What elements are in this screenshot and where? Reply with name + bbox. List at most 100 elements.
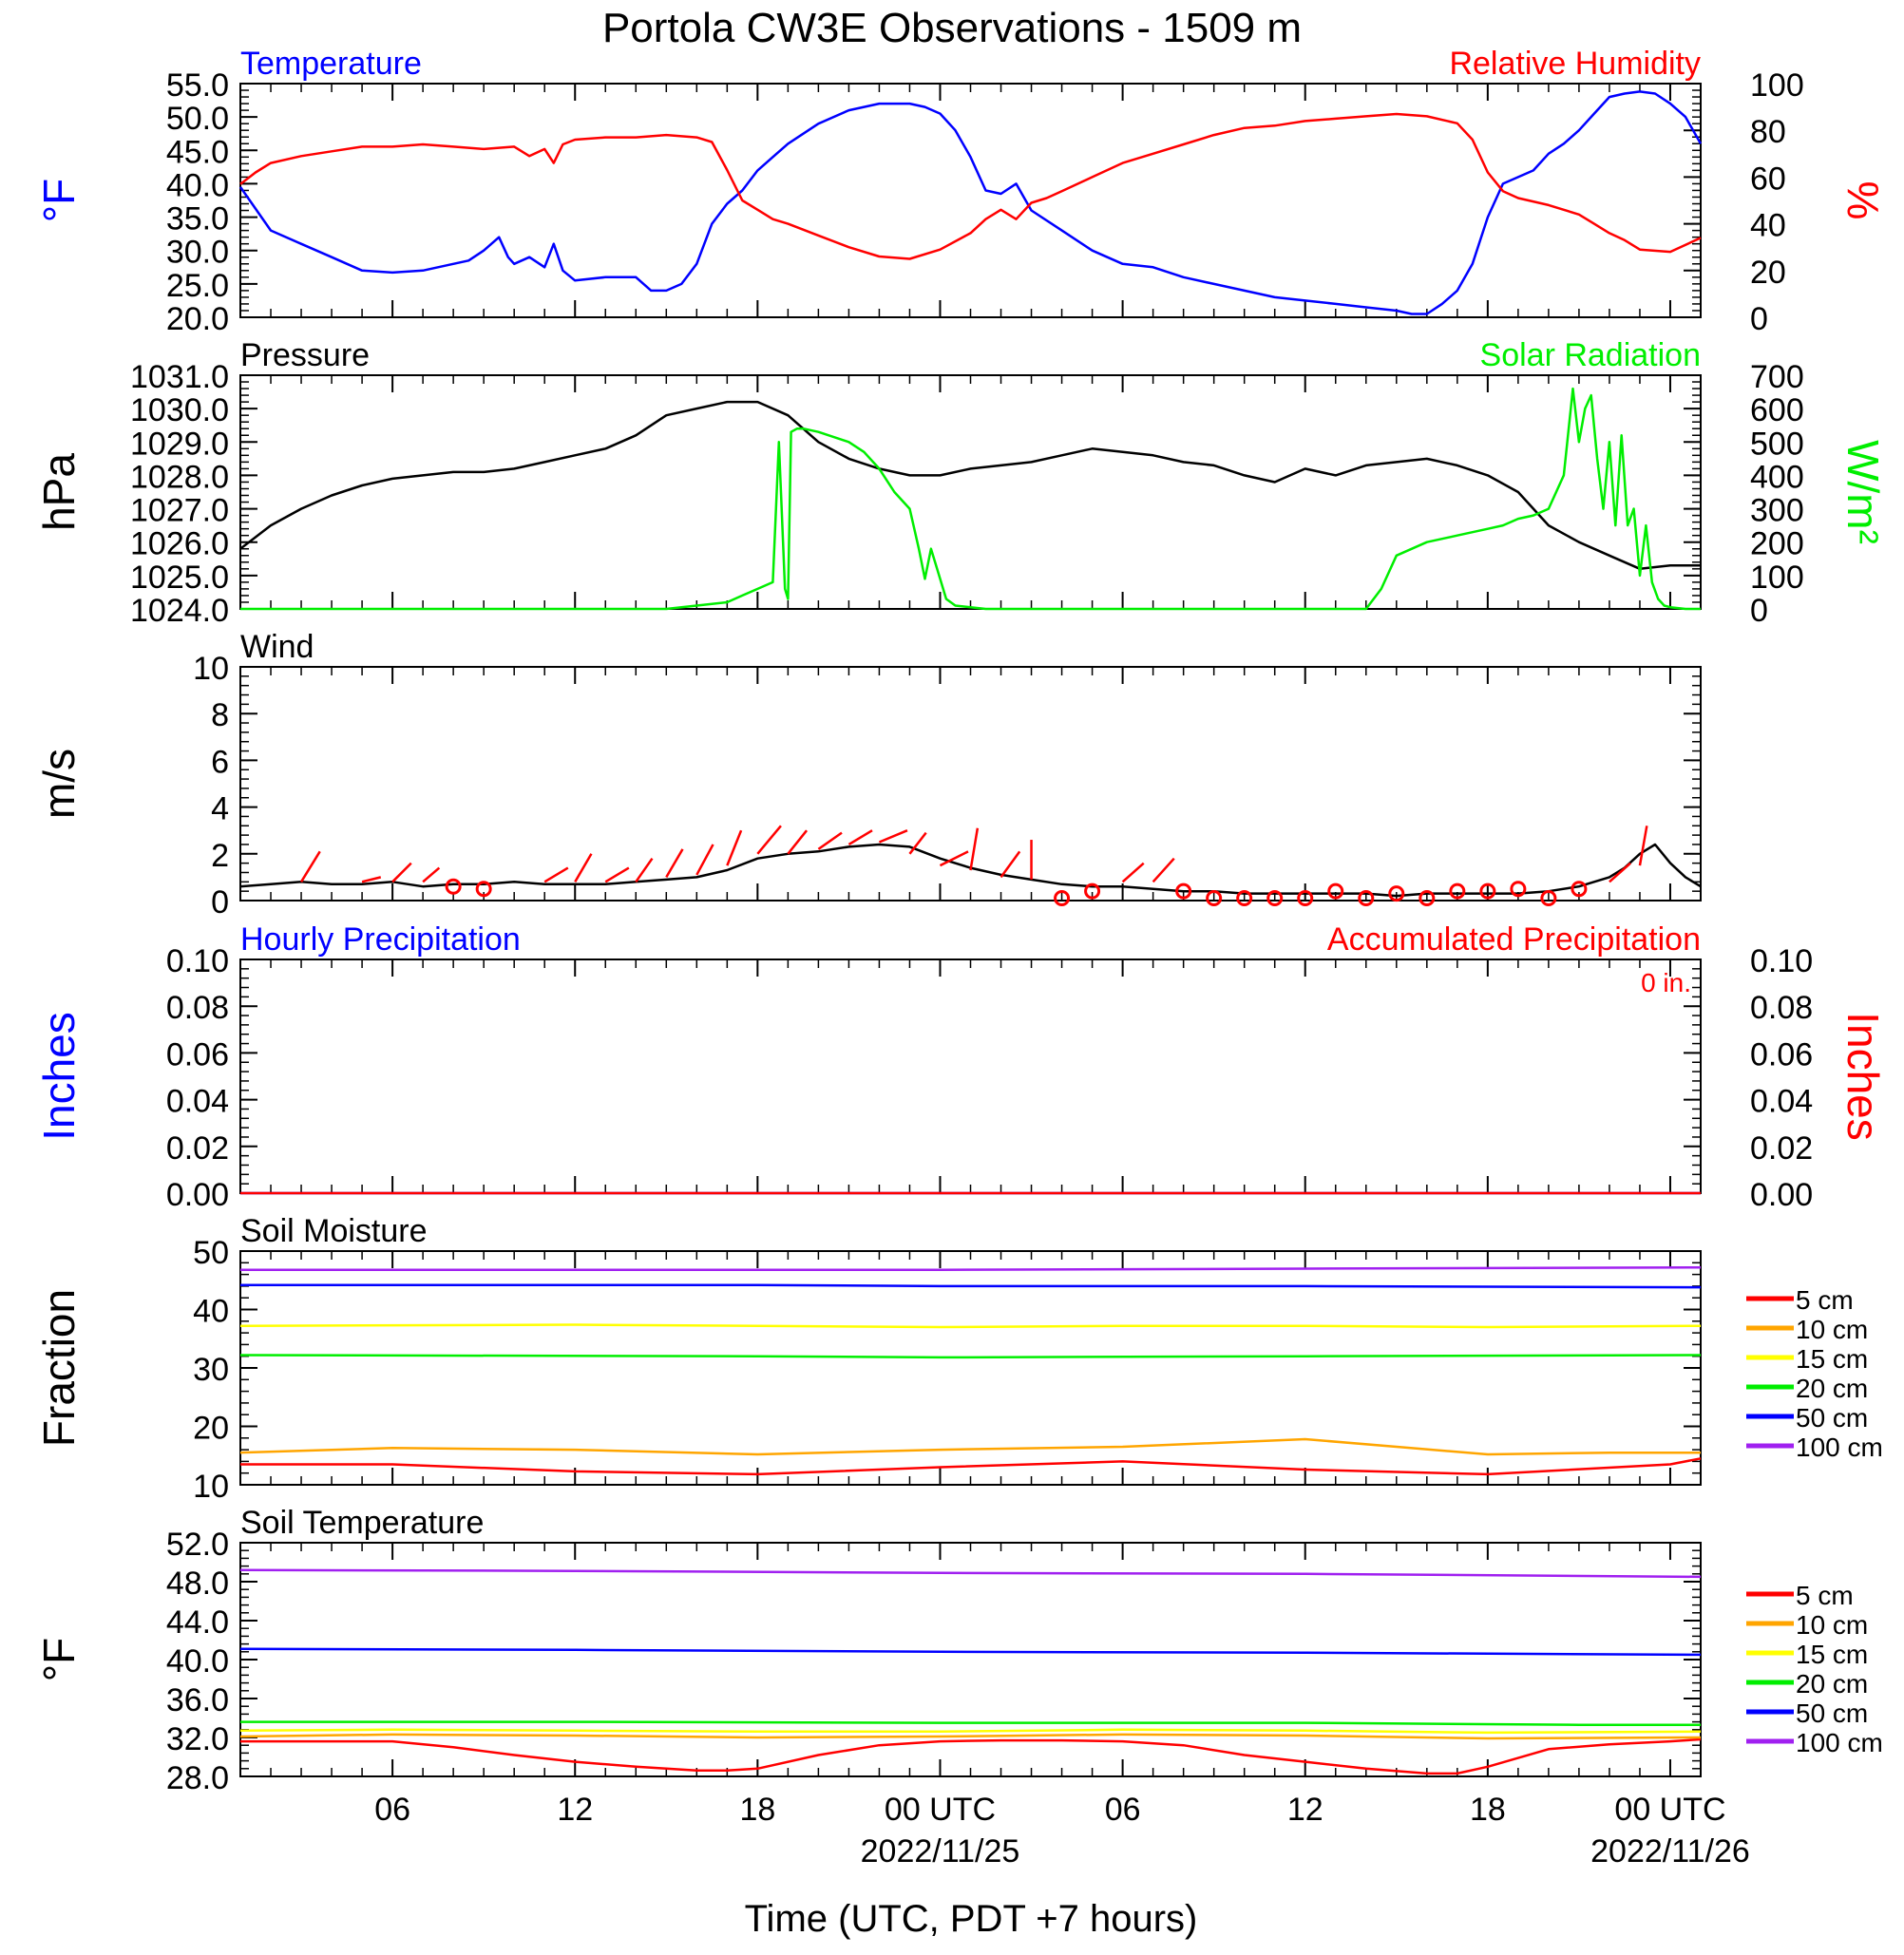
y2-axis-label: Inches: [1838, 1012, 1888, 1141]
chart-title: Portola CW3E Observations - 1509 m: [602, 5, 1302, 51]
wind-barb: [574, 853, 593, 883]
panel-left-title: Soil Moisture: [240, 1213, 428, 1249]
y2-tick-label: 0: [1750, 593, 1768, 629]
y2-tick-label: 100: [1750, 560, 1804, 596]
y-tick-label: 30: [193, 1352, 229, 1388]
y2-tick-label: 300: [1750, 493, 1804, 529]
x-tick-label: 18: [739, 1792, 775, 1828]
y2-tick-label: 0.00: [1750, 1177, 1813, 1213]
wind-barb: [817, 831, 843, 850]
legend-label: 100 cm: [1796, 1433, 1883, 1462]
y-tick-label: 10: [193, 1469, 229, 1505]
y2-tick-label: 200: [1750, 526, 1804, 562]
wind-calm-marker: [1206, 890, 1223, 907]
y-tick-label: 1029.0: [130, 426, 229, 462]
y-tick-label: 0.04: [166, 1084, 229, 1120]
y2-tick-label: 0.08: [1750, 990, 1813, 1026]
y2-tick-label: 700: [1750, 359, 1804, 395]
panel-2: 1024.01025.01026.01027.01028.01029.01030…: [34, 337, 1888, 629]
wind-calm-marker: [1358, 890, 1375, 907]
wind-calm-marker: [475, 881, 492, 898]
x-tick-label: 06: [374, 1792, 410, 1828]
series-line-20-cm: [239, 1354, 1702, 1359]
x-tick-label: 12: [1287, 1792, 1323, 1828]
y-tick-label: 45.0: [166, 134, 229, 170]
panel-6: 28.032.036.040.044.048.052.0 °F Soil Tempe…: [34, 1505, 1883, 1870]
x-tick-date-label: 2022/11/26: [1590, 1833, 1750, 1870]
series-line-temperature: [238, 90, 1703, 315]
wind-calm-marker: [1418, 890, 1436, 907]
y-tick-label: 20.0: [166, 301, 229, 337]
panel-3: 0 2 4 6 8 10 m/s Wind: [34, 629, 1702, 921]
wind-barb: [695, 844, 714, 876]
wind-calm-marker: [1571, 881, 1588, 898]
y2-tick-label: 100: [1750, 67, 1804, 104]
y2-tick-label: 60: [1750, 161, 1786, 197]
legend-label: 50 cm: [1796, 1699, 1868, 1728]
legend-label: 5 cm: [1796, 1285, 1854, 1315]
series-line-relative-humidity: [239, 112, 1702, 260]
y-tick-label: 44.0: [166, 1604, 229, 1641]
wind-barb: [939, 850, 969, 867]
legend-label: 20 cm: [1796, 1669, 1868, 1699]
y2-tick-label: 600: [1750, 392, 1804, 428]
panel-left-title: Pressure: [240, 337, 370, 373]
legend-label: 20 cm: [1796, 1374, 1868, 1403]
y-tick-label: 10: [193, 651, 229, 687]
panel-right-subtitle: 0 in.: [1641, 968, 1691, 997]
y2-tick-label: 0: [1750, 301, 1768, 337]
wind-barb: [635, 858, 654, 883]
y-tick-label: 2: [211, 838, 229, 874]
wind-barb: [1152, 857, 1175, 883]
y-tick-label: 35.0: [166, 201, 229, 237]
plot-frame: [239, 959, 1702, 1194]
legend-label: 50 cm: [1796, 1403, 1868, 1433]
y-tick-label: 0.08: [166, 990, 229, 1026]
legend-label: 15 cm: [1796, 1344, 1868, 1374]
panel-right-title: Solar Radiation: [1480, 337, 1701, 373]
wind-calm-marker: [1236, 890, 1253, 907]
series-line-50-cm: [239, 1647, 1702, 1657]
y-axis-label: hPa: [34, 453, 84, 531]
panel-left-title: Hourly Precipitation: [240, 921, 521, 958]
y-tick-label: 4: [211, 791, 229, 827]
wind-calm-marker: [1297, 890, 1314, 907]
y-tick-label: 0.02: [166, 1130, 229, 1167]
wind-calm-marker: [1449, 883, 1466, 900]
series-line-100-cm: [240, 1265, 1702, 1271]
y-tick-label: 1028.0: [130, 459, 229, 495]
wind-barb: [1121, 862, 1145, 883]
x-tick-label: 12: [557, 1792, 593, 1828]
y-tick-label: 8: [211, 697, 229, 733]
wind-barb: [908, 831, 927, 855]
y-tick-label: 52.0: [166, 1527, 229, 1563]
wind-barb: [878, 829, 908, 844]
y-tick-label: 1027.0: [130, 493, 229, 529]
wind-calm-marker: [445, 878, 462, 895]
panel-left-title: Temperature: [240, 46, 422, 82]
wind-barb: [787, 829, 809, 855]
y-tick-label: 50: [193, 1235, 229, 1271]
series-line-15-cm: [239, 1728, 1702, 1735]
legend-label: 15 cm: [1796, 1640, 1868, 1669]
wind-barb: [1000, 850, 1021, 879]
x-tick-date-label: 2022/11/25: [861, 1833, 1020, 1870]
wind-calm-marker: [1540, 890, 1557, 907]
series-line-solar-radiation: [240, 387, 1701, 611]
series-line-15-cm: [239, 1323, 1702, 1329]
x-axis-label: Time (UTC, PDT +7 hours): [745, 1898, 1198, 1940]
wind-barb: [604, 866, 630, 883]
wind-calm-marker: [1479, 883, 1496, 900]
series-line-50-cm: [240, 1283, 1702, 1289]
y-axis-label: m/s: [34, 749, 84, 819]
series-line-5-cm: [240, 1737, 1702, 1775]
y-tick-label: 1031.0: [130, 359, 229, 395]
y-tick-label: 1026.0: [130, 526, 229, 562]
panel-right-title: Relative Humidity: [1449, 46, 1701, 82]
wind-barb: [847, 829, 873, 846]
y-tick-label: 1025.0: [130, 560, 229, 596]
y2-tick-label: 500: [1750, 426, 1804, 462]
y-tick-label: 30.0: [166, 235, 229, 271]
y-axis-label: °F: [34, 179, 84, 223]
